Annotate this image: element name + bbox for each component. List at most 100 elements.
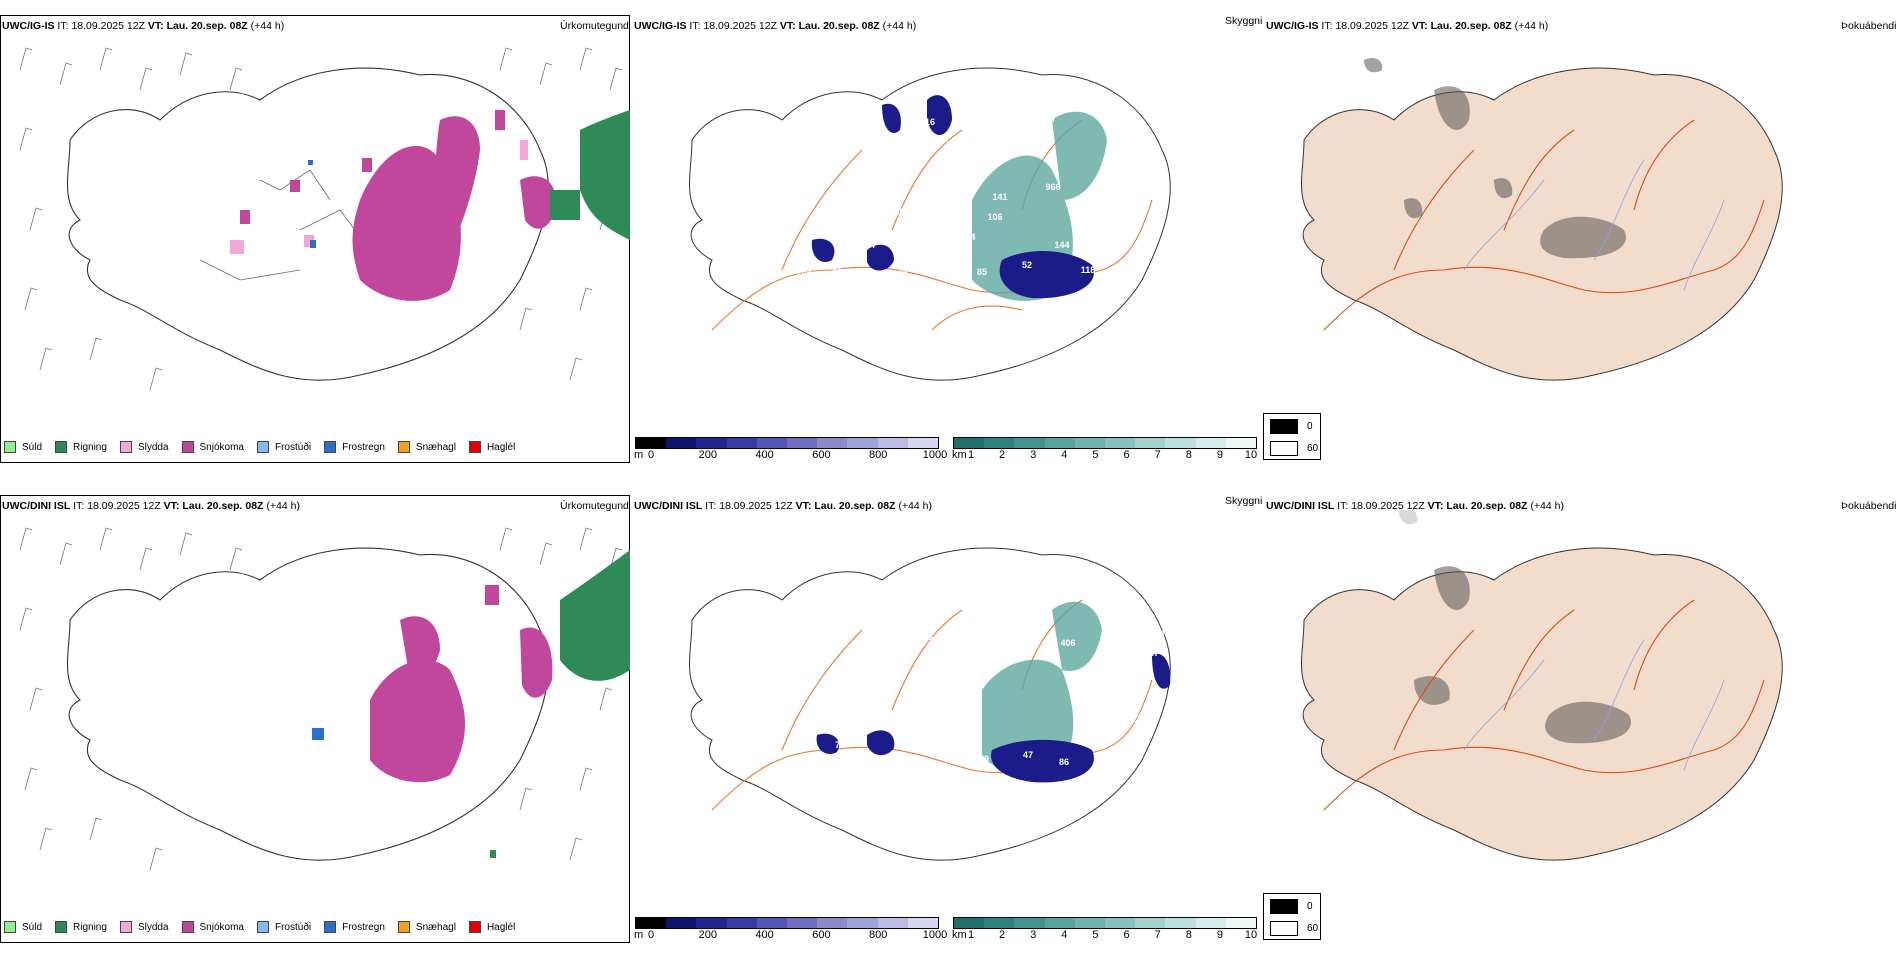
visibility-label: 26: [927, 657, 937, 667]
vt-label: VT:: [1411, 20, 1428, 32]
rivers: [1463, 639, 1725, 771]
vt-label: VT:: [1427, 500, 1444, 512]
colorbar-bin: [666, 918, 697, 928]
colorbar-bin: [1165, 918, 1196, 928]
colorbar-tick: 0: [647, 449, 655, 461]
legend-swatch: [4, 441, 16, 453]
colorbar-tick: 5: [1092, 449, 1099, 461]
legend-label: Frostúði: [274, 441, 312, 453]
lead-time: (+44 h): [250, 20, 285, 32]
cloud-legend-swatch: [1270, 441, 1298, 456]
legend-label: Snjókoma: [199, 441, 244, 453]
legend-label: Haglél: [486, 441, 516, 453]
legend-label: Frostregn: [342, 921, 385, 933]
legend-item: Haglél: [468, 441, 516, 453]
colorbar-bin: [847, 918, 878, 928]
colorbar-bin: [696, 918, 727, 928]
legend-label: Slydda: [137, 921, 169, 933]
cloud-legend-label: 0: [1307, 901, 1313, 912]
visibility-label: 966: [1045, 182, 1060, 192]
visibility-map: 16 77 79 95 38 130 145 89 141 106 566 966 65 58 105 28 6…: [689, 67, 1171, 381]
visibility-label: 47: [1023, 750, 1033, 760]
colorbar-unit: m: [634, 929, 644, 941]
legend-item: Frostregn: [324, 921, 385, 933]
visibility-label: 16: [925, 117, 935, 127]
visibility-label: 100: [862, 712, 877, 722]
freezing-rain-areas: [312, 728, 324, 740]
it-label: IT:: [1337, 500, 1349, 512]
panel-title: UWC/DINI ISL IT: 18.09.2025 12Z VT: Lau.…: [2, 500, 300, 512]
visibility-label: 22: [1132, 714, 1142, 724]
visibility-label: 39: [1047, 597, 1057, 607]
legend-item: Snjókoma: [181, 921, 244, 933]
it-value: 18.09.2025 12Z: [1351, 500, 1425, 512]
colorbar-tick: 1000: [922, 929, 948, 941]
colorbar-bin: [877, 438, 908, 448]
colorbar-bin: [756, 918, 787, 928]
colorbar-bin: [1044, 918, 1075, 928]
colorbar-bin: [1225, 438, 1256, 448]
panel-field-title: Úrkomutegund: [560, 20, 629, 32]
colorbar-bins: [953, 437, 1257, 449]
legend-swatch: [468, 921, 481, 933]
colorbar-bin: [877, 918, 908, 928]
legend-item: Snjókoma: [181, 441, 244, 453]
colorbar-bin: [954, 438, 985, 448]
visibility-label: 46: [922, 240, 932, 250]
precip-type-panel: UWC/IG-IS IT: 18.09.2025 12Z VT: Lau. 20…: [0, 0, 632, 470]
colorbar-tick: 3: [1030, 449, 1037, 461]
legend-item: Rigning: [55, 441, 107, 453]
colorbar-bins: [635, 437, 939, 449]
vt-label: VT:: [779, 20, 796, 32]
legend-label: Snæhagl: [415, 441, 456, 453]
visibility-label: 28: [1139, 202, 1149, 212]
fog-index-map: [1301, 58, 1783, 381]
legend-swatch: [4, 921, 16, 933]
colorbar-bin: [726, 438, 757, 448]
colorbar-tick: 10: [1244, 929, 1258, 941]
visibility-label: 145: [889, 207, 904, 217]
vt-value: Lau. 20.sep. 08Z: [1430, 20, 1512, 32]
visibility-panel: UWC/DINI ISL IT: 18.09.2025 12Z VT: Lau.…: [632, 480, 1264, 950]
fog-shading: [1364, 58, 1626, 259]
cloud-legend-row: 0: [1270, 899, 1313, 914]
legend-swatch: [397, 921, 410, 933]
iceland-fill: [1301, 67, 1783, 381]
model-name: UWC/DINI ISL: [1266, 500, 1335, 512]
colorbar-tick: 9: [1216, 929, 1223, 941]
cloud-legend-label: 60: [1307, 923, 1319, 934]
model-name: UWC/IG-IS: [634, 20, 687, 32]
vt-value: Lau. 20.sep. 08Z: [166, 20, 248, 32]
panel-title: UWC/IG-IS IT: 18.09.2025 12Z VT: Lau. 20…: [1266, 20, 1548, 32]
legend-item: Haglél: [468, 921, 515, 933]
colorbar-tick: 1: [967, 929, 975, 941]
visibility-label: 95: [984, 665, 994, 675]
visibility-label: 89: [977, 167, 987, 177]
colorbar-tick: 800: [869, 449, 888, 461]
colorbar-bin: [907, 918, 938, 928]
colorbar-bin: [984, 438, 1015, 448]
visibility-label: 52: [1022, 260, 1032, 270]
visibility-label: 64: [865, 240, 875, 250]
visibility-label: 79: [905, 157, 915, 167]
visibility-label: 16: [929, 632, 939, 642]
row-dini-isl: UWC/DINI ISL IT: 18.09.2025 12Z VT: Lau.…: [0, 480, 1900, 955]
colorbar-tick: 600: [812, 449, 831, 461]
colorbar-bin: [1195, 918, 1226, 928]
cloud-legend-swatch: [1270, 921, 1298, 936]
visibility-label: 104: [960, 232, 975, 242]
legend-label: Rigning: [73, 921, 107, 933]
legend-item: Snæhagl: [397, 921, 456, 933]
colorbar-bin: [1195, 438, 1226, 448]
row-ig-is: UWC/IG-IS IT: 18.09.2025 12Z VT: Lau. 20…: [0, 0, 1900, 475]
vt-value: Lau. 20.sep. 08Z: [798, 20, 880, 32]
legend-label: Súld: [22, 441, 43, 453]
lead-time: (+44 h): [1530, 500, 1564, 512]
vt-label: VT:: [163, 500, 180, 512]
blue-visibility-areas: [811, 95, 1094, 299]
sleet-areas: [230, 140, 528, 254]
colorbar-unit: km: [952, 449, 967, 461]
colorbar-tick: 400: [755, 449, 774, 461]
cloud-legend-row: 60: [1270, 441, 1318, 456]
lead-time: (+44 h): [266, 500, 300, 512]
